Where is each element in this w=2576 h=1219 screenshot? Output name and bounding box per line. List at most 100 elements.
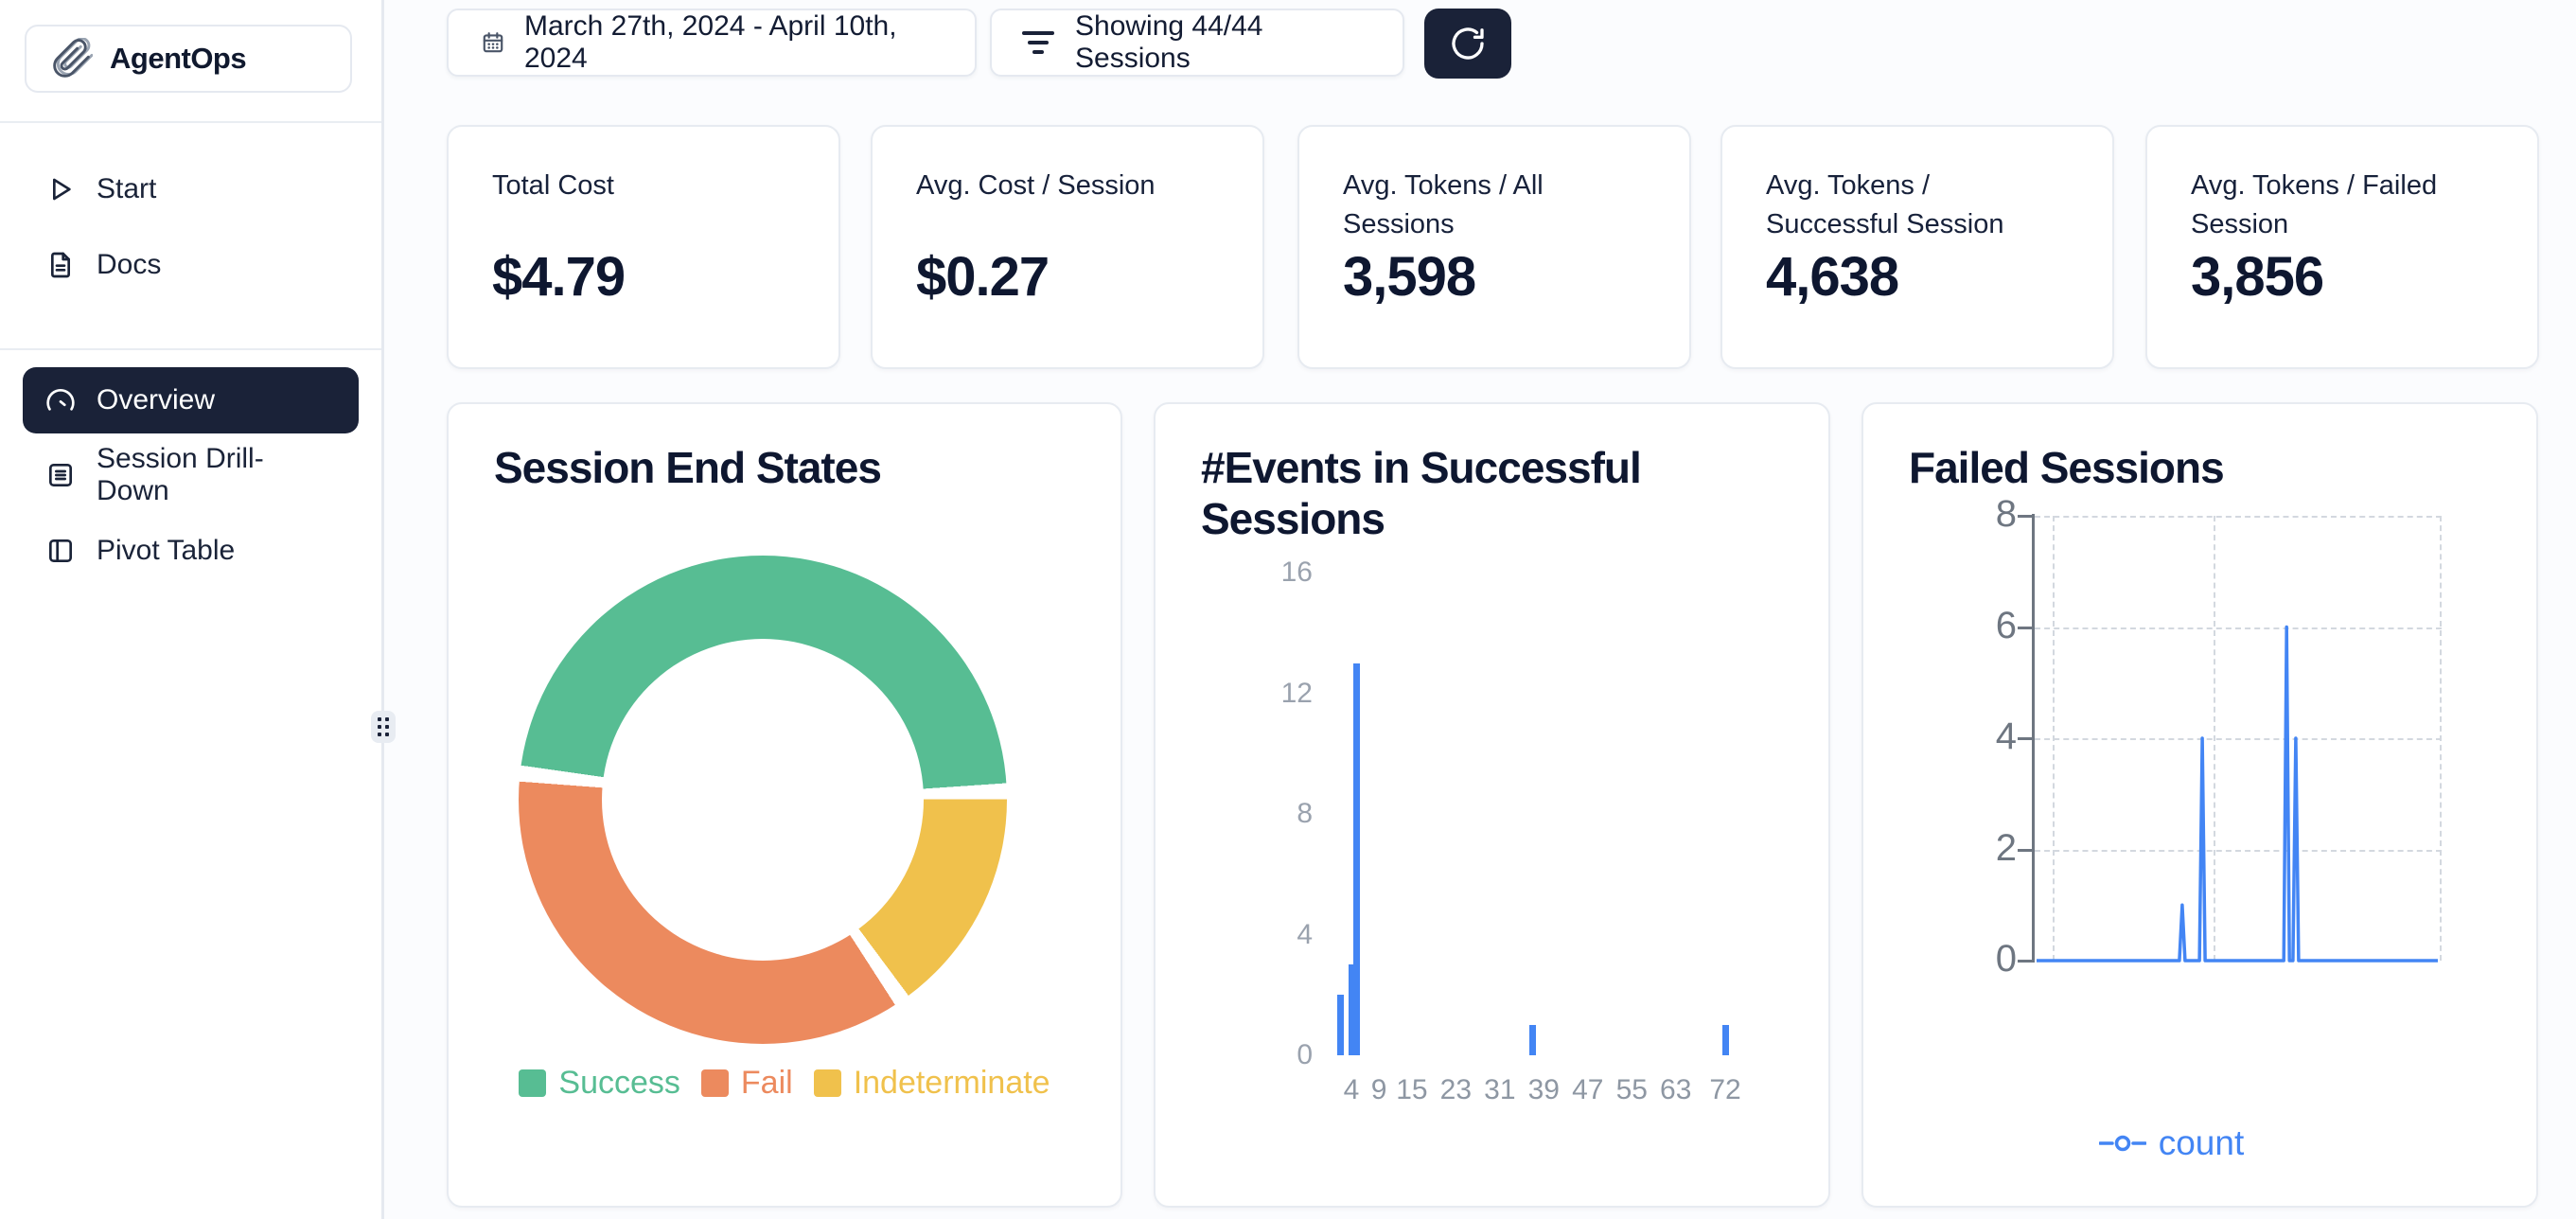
gridline [2053, 516, 2055, 961]
sidebar-item-overview[interactable]: Overview [23, 367, 359, 433]
stat-label: Avg. Tokens / Failed Session [2191, 170, 2438, 239]
sidebar-nav: Start Docs Over [23, 155, 359, 592]
gridline [2035, 849, 2442, 852]
gridline [2035, 516, 2442, 518]
sidebar-divider [0, 121, 381, 123]
x-axis-tick-label: 31 [1484, 1074, 1516, 1105]
stat-label: Avg. Tokens / Successful Session [1766, 170, 2004, 239]
bar[interactable] [1336, 995, 1344, 1055]
gridline [2214, 516, 2215, 961]
chart-title: Failed Sessions [1909, 443, 2225, 492]
x-axis-tick-label: 15 [1396, 1074, 1428, 1105]
stat-label: Avg. Cost / Session [916, 170, 1156, 201]
stat-card-total-cost: Total Cost $4.79 [447, 125, 840, 369]
events-in-successful-sessions-card: #Events in Successful Sessions 0 4 8 12 16 4 9… [1154, 402, 1830, 1208]
count-legend-marker-icon [2098, 1135, 2146, 1152]
failed-sessions-card: Failed Sessions 0 2 4 6 8 count [1861, 402, 2538, 1208]
stat-card-avg-tokens-failed: Avg. Tokens / Failed Session 3,856 [2145, 125, 2539, 369]
list-box-icon [45, 460, 76, 490]
legend-item-indeterminate[interactable]: Indeterminate [813, 1065, 1050, 1102]
chart-title: #Events in Successful Sessions [1201, 443, 1642, 544]
brand-logo[interactable]: AgentOps [25, 25, 352, 93]
indeterminate-swatch [813, 1069, 841, 1097]
gridline [2035, 627, 2442, 629]
chart-title: Session End States [494, 443, 882, 492]
stat-card-avg-tokens-successful: Avg. Tokens / Successful Session 4,638 [1720, 125, 2114, 369]
sidebar-item-pivot-table[interactable]: Pivot Table [23, 517, 359, 585]
y-axis-tick-label: 0 [1297, 1039, 1313, 1070]
stat-card-avg-cost-session: Avg. Cost / Session $0.27 [871, 125, 1264, 369]
y-axis-line [2032, 514, 2035, 963]
x-axis-tick-label: 9 [1370, 1074, 1387, 1105]
x-axis-tick-label: 4 [1343, 1074, 1360, 1105]
count-legend[interactable]: count [1835, 1123, 2508, 1163]
sidebar-divider [0, 348, 381, 350]
stat-value: 3,856 [2191, 246, 2324, 308]
legend-label: Indeterminate [853, 1065, 1050, 1101]
y-axis-tick-label: 8 [1297, 798, 1313, 829]
events-bar-chart[interactable]: 0 4 8 12 16 4 9 15 23 31 39 47 55 63 72 [1156, 404, 1828, 1206]
failed-sessions-line-chart[interactable]: 0 2 4 6 8 [1863, 404, 2536, 1206]
play-icon [45, 174, 76, 204]
sidebar-item-start[interactable]: Start [23, 155, 359, 223]
sidebar: AgentOps Start Docs [0, 0, 384, 1219]
date-range-button[interactable]: March 27th, 2024 - April 10th, 2024 [447, 9, 977, 77]
stat-label: Avg. Tokens / All Sessions [1343, 170, 1544, 239]
sessions-filter-button[interactable]: Showing 44/44 Sessions [990, 9, 1404, 77]
sidebar-item-label: Session Drill-Down [97, 443, 264, 506]
stat-value: 3,598 [1343, 246, 1476, 308]
bar[interactable] [1721, 1025, 1729, 1055]
success-swatch [519, 1069, 547, 1097]
session-end-states-donut-chart[interactable] [519, 556, 1007, 1044]
legend-label: Fail [740, 1065, 793, 1101]
bar[interactable] [1529, 1025, 1537, 1055]
sidebar-item-label: Pivot Table [97, 535, 236, 566]
date-range-label: March 27th, 2024 - April 10th, 2024 [524, 10, 897, 74]
stat-card-avg-tokens-all: Avg. Tokens / All Sessions 3,598 [1297, 125, 1691, 369]
session-end-states-card: Session End States Success Fail Indeterm… [447, 402, 1122, 1208]
paperclip-logo-icon [51, 38, 93, 80]
stat-label: Total Cost [492, 170, 614, 201]
sidebar-item-docs[interactable]: Docs [23, 231, 359, 299]
x-axis-tick-label: 72 [1709, 1074, 1741, 1105]
gridline [2440, 516, 2442, 961]
fail-swatch [700, 1069, 729, 1097]
y-axis-tick-label: 12 [1280, 677, 1313, 709]
stat-value: $0.27 [916, 246, 1050, 308]
bar[interactable] [1353, 662, 1361, 1055]
y-axis-tick [2018, 960, 2032, 963]
y-axis-tick-label: 4 [1297, 918, 1313, 950]
x-axis-tick-label: 55 [1615, 1074, 1648, 1105]
brand-name: AgentOps [110, 42, 247, 75]
sidebar-item-session-drill-down[interactable]: Session Drill-Down [23, 441, 359, 509]
x-axis-tick-label: 63 [1660, 1074, 1692, 1105]
legend-item-fail[interactable]: Fail [700, 1065, 793, 1102]
donut-legend: Success Fail Indeterminate [449, 1065, 1120, 1102]
y-axis-tick-label: 4 [1995, 716, 2017, 757]
x-axis-tick-label: 23 [1439, 1074, 1473, 1105]
refresh-icon [1449, 25, 1487, 62]
sidebar-resize-handle[interactable] [371, 711, 396, 743]
count-legend-label: count [2158, 1123, 2245, 1162]
y-axis-tick [2018, 737, 2032, 740]
gridline [2035, 738, 2442, 740]
file-text-icon [45, 250, 76, 280]
layout-columns-icon [45, 536, 76, 566]
calendar-icon [481, 30, 505, 55]
y-axis-tick-label: 16 [1280, 556, 1313, 588]
stat-value: 4,638 [1766, 246, 1899, 308]
sessions-filter-label: Showing 44/44 Sessions [1075, 10, 1263, 74]
sidebar-item-label: Docs [97, 249, 162, 280]
refresh-button[interactable] [1424, 9, 1511, 79]
legend-item-success[interactable]: Success [519, 1065, 680, 1102]
y-axis-tick-label: 8 [1995, 493, 2017, 535]
y-axis-tick-label: 6 [1995, 604, 2017, 646]
y-axis-tick-label: 0 [1995, 938, 2017, 980]
stat-value: $4.79 [492, 246, 626, 308]
y-axis-tick [2018, 515, 2032, 518]
bar[interactable] [1348, 964, 1355, 1055]
sidebar-item-label: Overview [97, 384, 216, 415]
count-series-line [2037, 625, 2438, 963]
y-axis-tick [2018, 848, 2032, 852]
gauge-icon [45, 385, 76, 415]
